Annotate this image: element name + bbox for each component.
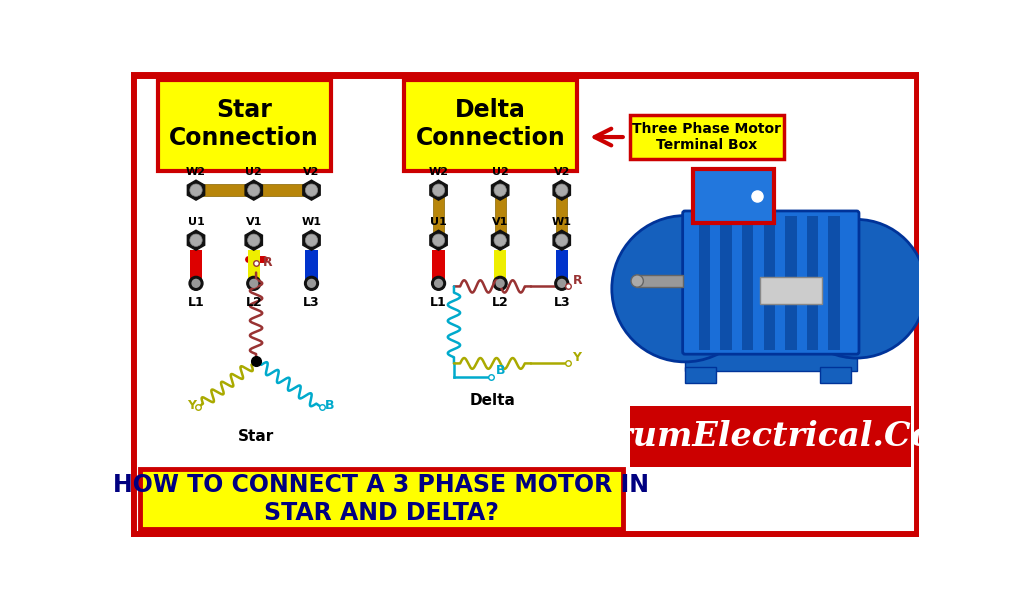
Text: Three Phase Motor
Terminal Box: Three Phase Motor Terminal Box (632, 122, 781, 152)
Polygon shape (553, 180, 570, 200)
Circle shape (248, 184, 260, 197)
FancyBboxPatch shape (140, 469, 623, 529)
Circle shape (434, 279, 443, 288)
Polygon shape (187, 180, 205, 200)
Text: U2: U2 (492, 167, 509, 177)
Polygon shape (492, 180, 509, 200)
Polygon shape (245, 180, 262, 200)
Text: W2: W2 (429, 167, 449, 177)
Text: V2: V2 (554, 167, 570, 177)
Text: V1: V1 (492, 217, 508, 227)
Text: Star
Connection: Star Connection (169, 98, 319, 150)
Circle shape (496, 279, 505, 288)
Bar (248, 250, 260, 283)
Bar (305, 250, 317, 283)
Polygon shape (303, 180, 321, 200)
Circle shape (432, 276, 445, 290)
Text: U1: U1 (187, 217, 205, 227)
Polygon shape (187, 230, 205, 250)
Text: V2: V2 (303, 167, 319, 177)
Text: B: B (496, 364, 505, 377)
Text: L1: L1 (187, 295, 205, 309)
Circle shape (432, 184, 444, 197)
Circle shape (307, 279, 316, 288)
Bar (742, 216, 754, 350)
Polygon shape (553, 230, 570, 250)
FancyBboxPatch shape (630, 406, 910, 467)
Bar (495, 190, 506, 240)
Bar (807, 216, 818, 350)
Text: B: B (326, 399, 335, 412)
Circle shape (432, 234, 444, 247)
Circle shape (304, 276, 318, 290)
Circle shape (557, 279, 566, 288)
Circle shape (494, 234, 506, 247)
Text: U1: U1 (430, 217, 446, 227)
Circle shape (611, 216, 758, 362)
Circle shape (189, 234, 202, 247)
Circle shape (249, 279, 258, 288)
FancyBboxPatch shape (683, 211, 859, 354)
Bar (785, 216, 797, 350)
FancyBboxPatch shape (692, 169, 774, 223)
Circle shape (189, 184, 202, 197)
FancyBboxPatch shape (685, 348, 857, 371)
Text: Delta
Connection: Delta Connection (416, 98, 565, 150)
Polygon shape (245, 230, 262, 250)
Circle shape (191, 279, 201, 288)
Text: L1: L1 (430, 295, 446, 309)
Circle shape (494, 276, 507, 290)
Circle shape (631, 275, 643, 287)
Bar (720, 216, 732, 350)
Bar (433, 190, 444, 240)
Circle shape (305, 234, 317, 247)
Text: Y: Y (186, 399, 196, 412)
Circle shape (556, 234, 568, 247)
Text: Delta: Delta (470, 393, 515, 408)
Bar (698, 216, 711, 350)
Text: R: R (263, 256, 272, 270)
Polygon shape (303, 230, 321, 250)
Text: W1: W1 (301, 217, 322, 227)
Bar (195, 184, 313, 197)
Bar (828, 216, 840, 350)
Bar (761, 277, 822, 304)
FancyBboxPatch shape (685, 367, 716, 383)
Text: ForumElectrical.Com: ForumElectrical.Com (571, 420, 969, 453)
FancyBboxPatch shape (630, 115, 783, 159)
Circle shape (305, 184, 317, 197)
Circle shape (556, 184, 568, 197)
Circle shape (248, 234, 260, 247)
Text: L3: L3 (553, 295, 570, 309)
Text: W2: W2 (186, 167, 206, 177)
Circle shape (555, 276, 568, 290)
Bar (494, 250, 506, 283)
Polygon shape (430, 180, 447, 200)
Text: U2: U2 (246, 167, 262, 177)
Text: W1: W1 (552, 217, 571, 227)
Circle shape (494, 184, 506, 197)
Bar (189, 250, 202, 283)
Text: R: R (572, 274, 583, 287)
Text: Y: Y (572, 351, 582, 364)
Bar (556, 250, 568, 283)
Bar (432, 250, 444, 283)
Bar (636, 275, 683, 287)
Text: L2: L2 (246, 295, 262, 309)
Text: L2: L2 (492, 295, 509, 309)
Polygon shape (430, 230, 447, 250)
Polygon shape (492, 230, 509, 250)
Circle shape (189, 276, 203, 290)
Text: HOW TO CONNECT A 3 PHASE MOTOR IN
STAR AND DELTA?: HOW TO CONNECT A 3 PHASE MOTOR IN STAR A… (114, 473, 649, 525)
Text: V1: V1 (246, 217, 262, 227)
Bar (764, 216, 775, 350)
FancyBboxPatch shape (820, 367, 851, 383)
FancyBboxPatch shape (403, 80, 578, 171)
Bar (556, 190, 567, 240)
Circle shape (787, 219, 926, 358)
Text: L3: L3 (303, 295, 319, 309)
FancyBboxPatch shape (158, 80, 331, 171)
Circle shape (247, 276, 261, 290)
Text: Star: Star (238, 429, 274, 444)
